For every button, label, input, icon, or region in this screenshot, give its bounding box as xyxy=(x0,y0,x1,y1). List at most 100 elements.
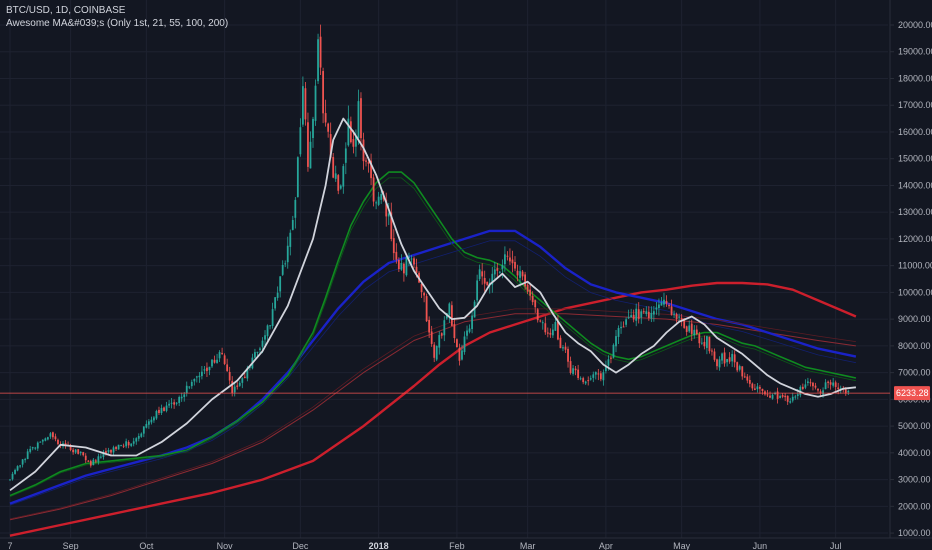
candle-body xyxy=(390,212,393,240)
candle-body xyxy=(504,254,506,265)
candle-body xyxy=(170,402,173,404)
candle-body xyxy=(511,259,514,264)
candle-body xyxy=(536,309,539,321)
candle-body xyxy=(178,397,181,403)
candle-body xyxy=(256,351,259,353)
candle-body xyxy=(615,336,617,347)
candle-body xyxy=(408,256,410,259)
candle-body xyxy=(625,319,627,325)
candle-body xyxy=(468,328,471,332)
candle-body xyxy=(675,313,678,320)
candle-body xyxy=(622,326,625,328)
candle-body xyxy=(645,311,648,314)
candle-body xyxy=(493,269,496,275)
candle-body xyxy=(221,352,223,354)
candle-body xyxy=(276,292,279,298)
candle-body xyxy=(397,260,400,270)
symbol-title[interactable]: BTC/USD, 1D, COINBASE xyxy=(6,5,126,16)
last-price-label: 6233.28 xyxy=(896,388,929,398)
candle-body xyxy=(708,336,711,352)
candle-body xyxy=(650,312,653,319)
candle-body xyxy=(509,257,511,262)
candle-body xyxy=(501,264,504,270)
candle-body xyxy=(387,213,390,217)
price-tick-label: 8000.00 xyxy=(898,341,931,351)
candle-body xyxy=(433,344,436,358)
last-price-tag xyxy=(894,386,930,401)
candle-body xyxy=(352,139,355,147)
candle-body xyxy=(698,334,701,344)
price-tick-label: 18000.00 xyxy=(898,73,932,83)
candle-body xyxy=(150,419,153,423)
candle-body xyxy=(716,359,718,367)
candle-body xyxy=(766,394,769,396)
candle-body xyxy=(304,88,307,120)
time-tick-label: 2018 xyxy=(369,541,389,550)
candle-body xyxy=(269,325,271,327)
candle-body xyxy=(809,382,812,384)
ma-band-line xyxy=(9,308,856,520)
candle-body xyxy=(630,315,633,318)
candle-body xyxy=(49,433,52,437)
candle-body xyxy=(264,335,266,340)
candle-body xyxy=(347,118,350,146)
candle-body xyxy=(443,320,446,336)
candle-body xyxy=(286,245,289,263)
candle-body xyxy=(360,98,362,139)
candle-body xyxy=(438,335,441,348)
candle-body xyxy=(248,366,251,368)
candle-body xyxy=(761,388,764,391)
candle-body xyxy=(827,381,829,383)
candle-body xyxy=(569,361,572,373)
candle-body xyxy=(105,451,107,454)
candle-body xyxy=(342,166,345,187)
time-axis[interactable]: 7 Sep Oct Nov Dec 2018 Feb Mar Apr May Jun Jul xyxy=(7,541,841,550)
candle-body xyxy=(337,175,340,191)
candle-body xyxy=(738,366,741,370)
candle-body xyxy=(529,289,532,296)
candle-body xyxy=(683,318,686,328)
candle-body xyxy=(74,449,77,453)
candle-body xyxy=(721,353,723,361)
candle-body xyxy=(165,405,168,411)
candle-body xyxy=(824,382,827,390)
candle-body xyxy=(655,307,658,310)
candle-body xyxy=(453,324,456,339)
candle-body xyxy=(125,441,128,447)
indicator-title[interactable]: Awesome MA&#039;s (Only 1st, 21, 55, 100… xyxy=(6,18,229,29)
candle-body xyxy=(554,322,557,331)
time-tick-label: Nov xyxy=(217,541,234,550)
candle-body xyxy=(14,469,16,474)
candle-body xyxy=(640,311,643,318)
candle-body xyxy=(587,380,590,382)
candle-body xyxy=(117,444,120,450)
candle-body xyxy=(142,426,145,434)
candle-body xyxy=(21,459,24,465)
candle-body xyxy=(456,339,458,348)
candle-body xyxy=(294,199,297,218)
candle-body xyxy=(801,386,804,389)
candle-body xyxy=(546,332,549,334)
candle-body xyxy=(395,251,398,260)
candle-body xyxy=(26,451,29,460)
candle-body xyxy=(574,368,577,371)
candle-body xyxy=(458,347,461,361)
candle-body xyxy=(195,376,198,378)
candle-body xyxy=(700,342,703,344)
candle-body xyxy=(112,447,115,453)
candle-body xyxy=(110,449,112,453)
candle-body xyxy=(673,313,675,315)
candle-body xyxy=(776,391,779,399)
candle-body xyxy=(486,281,489,286)
candle-body xyxy=(218,352,221,359)
candle-body xyxy=(317,39,319,82)
candle-body xyxy=(312,118,314,139)
candle-body xyxy=(751,383,754,389)
candle-body xyxy=(695,329,698,335)
time-tick-label: 7 xyxy=(7,541,12,550)
candle-body xyxy=(521,271,524,277)
candle-body xyxy=(89,460,92,466)
candle-body xyxy=(440,333,443,336)
candle-body xyxy=(82,452,85,456)
